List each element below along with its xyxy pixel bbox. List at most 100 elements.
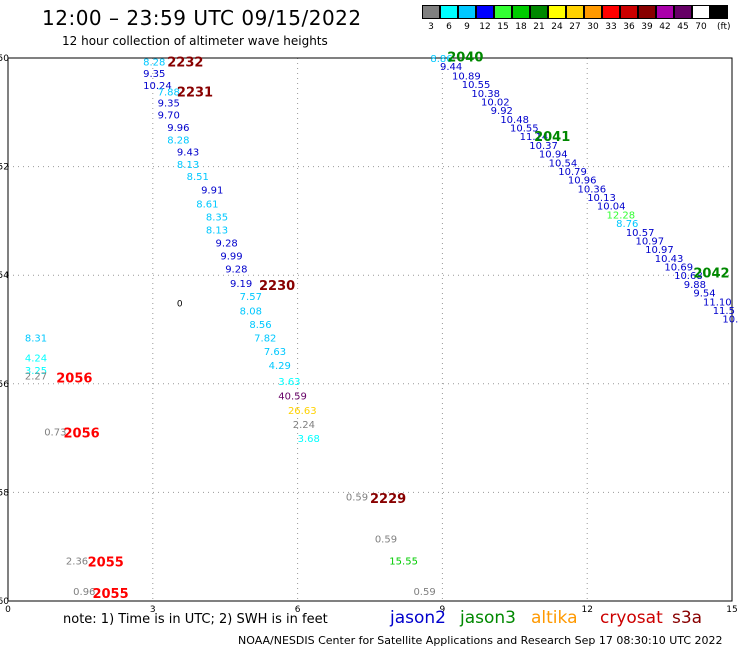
plot-annotation: 0 [177, 299, 183, 309]
wave-height-value: 11.10 [703, 297, 732, 308]
legend-swatch [602, 5, 620, 19]
legend-swatch-label: 30 [587, 22, 599, 32]
legend-swatch [512, 5, 530, 19]
wave-height-value: 8.56 [249, 320, 271, 331]
y-tick-label: -50 [0, 54, 9, 64]
pass-time-label: 2040 [447, 50, 483, 65]
satellite-label-jason2: jason2 [390, 608, 446, 628]
x-tick-label: 0 [5, 605, 11, 615]
wave-height-value: 3.25 [25, 366, 47, 377]
wave-height-value: 9.44 [440, 62, 462, 73]
wave-height-value: 9.88 [684, 280, 706, 291]
wave-height-value: 10.55 [462, 80, 491, 91]
pass-time-label: 2056 [64, 427, 100, 442]
credit-line: NOAA/NESDIS Center for Satellite Applica… [238, 634, 723, 647]
wave-height-value: 0.59 [375, 535, 397, 546]
wave-height-value: 10.89 [452, 71, 481, 82]
legend-swatch [476, 5, 494, 19]
wave-height-value: 10.24 [143, 81, 172, 92]
satellite-label-cryosat: cryosat [600, 608, 663, 628]
wave-height-value: 3.68 [298, 434, 320, 445]
wave-height-value: 11.5 [713, 306, 735, 317]
x-tick-label: 9 [440, 605, 446, 615]
wave-height-value: 10.54 [549, 158, 578, 169]
wave-height-value: 10.94 [539, 150, 568, 161]
wave-height-value: 7.63 [264, 347, 286, 358]
chart-title: 12:00 – 23:59 UTC 09/15/2022 [42, 6, 362, 30]
legend-swatch [710, 5, 728, 19]
wave-height-value: 4.29 [269, 361, 291, 372]
wave-height-value: 8.61 [196, 200, 218, 211]
wave-height-value: 9.92 [491, 106, 513, 117]
legend-swatch-label: 42 [659, 22, 671, 32]
wave-height-value: 10.68 [674, 271, 703, 282]
x-tick-label: 12 [581, 605, 592, 615]
legend-swatch [584, 5, 602, 19]
legend-swatch [494, 5, 512, 19]
wave-height-value: 0.96 [73, 587, 95, 598]
wave-height-value: 10.02 [481, 97, 510, 108]
y-tick-label: -52 [0, 163, 9, 173]
pass-time-label: 2042 [693, 266, 729, 281]
legend-swatch-label: 15 [497, 22, 509, 32]
wave-height-value: 7.57 [240, 292, 262, 303]
wave-height-value: 0.59 [413, 587, 435, 598]
legend-swatch [566, 5, 584, 19]
wave-height-value: 10.43 [655, 254, 684, 265]
pass-time-label: 2055 [92, 587, 128, 602]
wave-height-value: 9.96 [167, 123, 189, 134]
wave-height-value: 2.24 [293, 420, 315, 431]
y-tick-label: -56 [0, 380, 9, 390]
x-tick-label: 6 [295, 605, 301, 615]
legend-swatch-label: 24 [551, 22, 563, 32]
wave-height-value: 8.08 [240, 306, 262, 317]
wave-height-value: 10.37 [529, 141, 558, 152]
legend-swatch-label: 6 [446, 22, 452, 32]
wave-height-value: 9.19 [230, 279, 252, 290]
legend-swatch [422, 5, 440, 19]
satellite-label-s3a: s3a [672, 608, 703, 628]
wave-height-value: 10.57 [626, 228, 655, 239]
x-tick-label: 15 [726, 605, 737, 615]
y-tick-label: -54 [0, 271, 9, 281]
wave-height-value: 8.51 [187, 172, 209, 183]
wave-height-value: 10.13 [587, 193, 616, 204]
wave-height-value: 10.55 [510, 124, 539, 135]
wave-height-value: 8.76 [616, 219, 638, 230]
legend-swatch [656, 5, 674, 19]
pass-time-label: 2232 [167, 55, 203, 70]
wave-height-value: 10.36 [578, 184, 607, 195]
pass-time-label: 2041 [534, 130, 570, 145]
wave-height-value: 9.99 [220, 252, 242, 263]
wave-height-value: 10.04 [597, 202, 626, 213]
wave-height-value: 10.97 [645, 245, 674, 256]
wave-height-value: 8.13 [177, 160, 199, 171]
legend-swatch [692, 5, 710, 19]
wave-height-value: 9.35 [158, 99, 180, 110]
wave-height-value: 8.31 [25, 334, 47, 345]
wave-height-value: 9.35 [143, 69, 165, 80]
wave-height-value: 3.63 [278, 377, 300, 388]
plot-frame [7, 57, 733, 602]
wave-height-value: 12.28 [607, 210, 636, 221]
y-tick-label: -58 [0, 488, 9, 498]
wave-height-value: 9.70 [158, 110, 180, 121]
legend-swatch-label: 3 [428, 22, 434, 32]
wave-height-value: 10.96 [568, 176, 597, 187]
pass-time-label: 2056 [56, 371, 92, 386]
legend-swatch [620, 5, 638, 19]
legend-swatch-label: 33 [605, 22, 617, 32]
wave-height-value: 9.91 [201, 185, 223, 196]
x-tick-label: 3 [150, 605, 156, 615]
pass-time-label: 2231 [177, 86, 213, 101]
wave-height-value: 40.59 [278, 392, 307, 403]
wave-height-value: 8.28 [167, 135, 189, 146]
legend-swatch-label: 12 [479, 22, 491, 32]
wave-height-value: 2.27 [25, 372, 47, 383]
wave-height-value: 10.69 [664, 263, 693, 274]
wave-height-value: 10.79 [558, 167, 587, 178]
satellite-label-altika: altika [531, 608, 578, 628]
legend-swatch-label: 39 [641, 22, 653, 32]
legend-swatch-label: 9 [464, 22, 470, 32]
legend-swatch-label: 21 [533, 22, 545, 32]
